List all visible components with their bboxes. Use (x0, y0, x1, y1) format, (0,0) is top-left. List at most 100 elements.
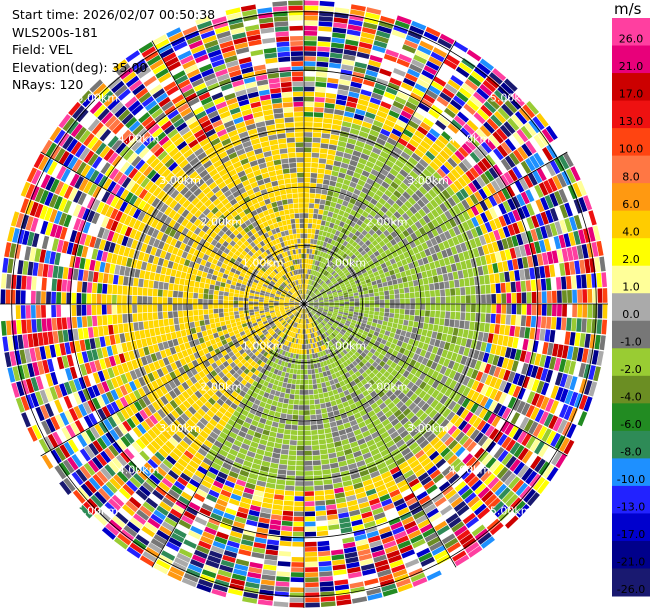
gate-cell (440, 432, 451, 443)
gate-cell (304, 460, 313, 466)
gate-cell (304, 203, 309, 208)
gate-cell (236, 375, 244, 383)
gate-cell (320, 274, 325, 280)
gate-cell (421, 357, 429, 366)
gate-cell (423, 31, 439, 42)
gate-cell (375, 221, 383, 229)
gate-cell (383, 345, 390, 352)
gate-cell (322, 469, 331, 475)
gate-cell (190, 525, 203, 535)
gate-cell (319, 225, 325, 231)
gate-cell (409, 183, 418, 193)
gate-cell (175, 360, 183, 369)
gate-cell (200, 325, 207, 332)
gate-cell (316, 515, 327, 521)
gate-cell (392, 568, 408, 578)
gate-cell (469, 358, 477, 369)
gate-cell (87, 399, 97, 412)
gate-cell (90, 426, 100, 439)
gate-cell (304, 486, 314, 491)
gate-cell (147, 404, 157, 414)
gate-cell (148, 362, 156, 372)
gate-cell (305, 587, 320, 593)
gate-cell (383, 475, 394, 484)
gate-cell (174, 345, 181, 353)
gate-cell (371, 92, 383, 101)
gate-cell (348, 363, 355, 369)
gate-cell (441, 131, 453, 142)
gate-cell (274, 308, 280, 311)
gate-cell (290, 572, 304, 578)
gate-cell (411, 327, 418, 334)
gate-cell (259, 512, 271, 519)
gate-cell (310, 259, 314, 265)
gate-cell (346, 318, 352, 322)
gate-cell (474, 322, 480, 331)
gate-cell (379, 295, 385, 300)
gate-cell (124, 332, 131, 342)
gate-cell (196, 545, 210, 555)
gate-cell (566, 276, 572, 290)
gate-cell (368, 466, 378, 474)
gate-cell (105, 431, 116, 444)
gate-cell (99, 336, 106, 348)
gate-cell (388, 285, 394, 291)
gate-cell (147, 458, 159, 470)
gate-cell (539, 266, 546, 279)
gate-cell (230, 335, 237, 341)
gate-cell (309, 193, 316, 199)
gate-cell (305, 551, 318, 557)
gate-cell (206, 372, 214, 381)
gate-cell (352, 118, 363, 126)
gate-cell (334, 343, 339, 349)
gate-cell (193, 424, 202, 434)
gate-cell (387, 462, 398, 471)
gate-cell (118, 323, 124, 334)
gate-cell (214, 317, 220, 323)
gate-cell (405, 558, 420, 568)
gate-cell (333, 259, 339, 265)
gate-cell (212, 508, 225, 517)
gate-cell (207, 365, 214, 373)
gate-cell (519, 485, 532, 500)
gate-cell (311, 310, 315, 315)
gate-cell (336, 287, 342, 292)
gate-cell (389, 489, 401, 498)
gate-cell (175, 500, 188, 510)
gate-cell (191, 359, 199, 368)
gate-cell (181, 381, 190, 391)
gate-cell (358, 233, 365, 240)
gate-cell (315, 357, 320, 363)
gate-cell (96, 453, 108, 467)
gate-cell (226, 387, 234, 395)
gate-cell (450, 458, 462, 469)
gate-cell (259, 308, 264, 312)
gate-cell (535, 366, 544, 380)
gate-cell (341, 285, 346, 290)
gate-cell (355, 342, 361, 349)
gate-cell (365, 406, 373, 413)
gate-cell (365, 69, 378, 78)
gate-cell (306, 324, 308, 329)
gate-cell (586, 318, 592, 333)
gate-cell (503, 213, 512, 226)
gate-cell (480, 313, 486, 323)
gate-cell (101, 393, 110, 405)
gate-cell (308, 300, 313, 303)
gate-cell (211, 588, 227, 598)
gate-cell (322, 312, 327, 316)
gate-cell (207, 555, 221, 564)
gate-cell (274, 442, 282, 449)
gate-cell (492, 355, 500, 366)
gate-cell (327, 149, 336, 156)
gate-cell (329, 421, 337, 428)
gate-cell (299, 308, 302, 313)
gate-cell (463, 347, 470, 357)
gate-cell (326, 370, 332, 376)
gate-cell (341, 316, 347, 320)
gate-cell (501, 357, 510, 369)
gate-cell (288, 373, 293, 379)
gate-cell (484, 363, 492, 374)
gate-cell (327, 321, 333, 326)
gate-cell (271, 509, 283, 516)
